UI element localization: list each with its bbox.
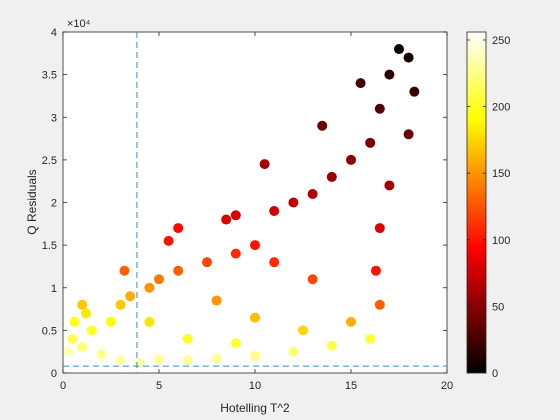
- scatter-point: [154, 354, 164, 365]
- scatter-point: [77, 342, 88, 353]
- y-axis: 0 0.5 1 1.5 2 2.5 3 3.5 4: [42, 27, 447, 380]
- colorbar-tick-label: 250: [492, 35, 510, 47]
- x-tick-label: 5: [156, 380, 162, 392]
- scatter-point: [119, 265, 130, 276]
- scatter-point: [409, 86, 420, 97]
- scatter-point: [259, 159, 270, 170]
- y-tick-label: 1.5: [42, 240, 57, 252]
- colorbar-tick-label: 50: [492, 301, 504, 313]
- scatter-point: [374, 223, 385, 234]
- scatter-point: [67, 333, 78, 344]
- scatter-point: [384, 180, 395, 191]
- scatter-point: [144, 316, 155, 327]
- scatter-point: [374, 103, 385, 114]
- scatter-point: [355, 78, 366, 89]
- scatter-point: [250, 350, 260, 361]
- y-axis-label: Q Residuals: [25, 169, 39, 234]
- y-tick-label: 3: [51, 112, 57, 124]
- x-tick-label: 10: [249, 380, 261, 392]
- scatter-point: [298, 325, 308, 336]
- scatter-point: [288, 346, 299, 357]
- colorbar-ticks: 0 50 100 150 200 250: [467, 35, 510, 380]
- colorbar-tick-label: 200: [492, 102, 510, 114]
- reference-lines: [63, 32, 447, 373]
- scatter-point: [230, 248, 241, 259]
- colorbar-tick-label: 100: [492, 235, 510, 247]
- scatter-point: [211, 295, 222, 306]
- y-tick-label: 4: [51, 27, 57, 39]
- colorbar-tick-label: 0: [492, 368, 498, 380]
- scatter-point: [307, 274, 318, 285]
- scatter-point: [182, 333, 193, 344]
- colorbar-tick-label: 150: [492, 168, 510, 180]
- scatter-point: [288, 197, 299, 208]
- scatter-point: [317, 120, 328, 131]
- scatter-point: [346, 154, 356, 165]
- scatter-point: [182, 355, 193, 366]
- scatter-point: [173, 265, 184, 276]
- scatter-point: [307, 188, 318, 199]
- y-tick-label: 2.5: [42, 155, 57, 167]
- y-tick-label: 0.5: [42, 325, 57, 337]
- scatter-point: [154, 274, 164, 285]
- scatter-point: [365, 333, 376, 344]
- scatter-point: [115, 299, 126, 310]
- scatter-point: [86, 325, 97, 336]
- scatter-point: [144, 282, 155, 293]
- x-tick-label: 20: [441, 380, 453, 392]
- x-axis-label: Hotelling T^2: [220, 401, 290, 415]
- scatter-point: [211, 353, 222, 364]
- y-tick-label: 3.5: [42, 70, 57, 82]
- scatter-point: [125, 291, 136, 302]
- scatter-point: [173, 223, 184, 234]
- x-tick-label: 15: [345, 380, 357, 392]
- scatter-point: [81, 308, 92, 319]
- y-tick-label: 0: [51, 368, 57, 380]
- scatter-point: [250, 240, 260, 251]
- scatter-point: [250, 312, 260, 323]
- scatter-point: [370, 265, 381, 276]
- scatter-point: [403, 129, 414, 140]
- scatter-point: [63, 346, 74, 357]
- scatter-points: [63, 44, 420, 368]
- y-exponent-label: ×10⁴: [67, 18, 91, 30]
- scatter-point: [115, 355, 126, 366]
- scatter-point: [221, 214, 232, 225]
- y-tick-label: 2: [51, 198, 57, 210]
- scatter-point: [163, 235, 174, 246]
- scatter-point: [365, 137, 376, 148]
- scatter-point: [202, 257, 212, 268]
- y-tick-label: 1: [51, 283, 57, 295]
- x-axis: 0 5 10 15 20: [60, 32, 453, 392]
- scatter-point: [230, 338, 241, 349]
- scatter-point: [326, 171, 337, 182]
- scatter-point: [69, 316, 80, 327]
- scatter-point: [346, 316, 356, 327]
- scatter-point: [374, 299, 385, 310]
- scatter-point: [230, 210, 241, 221]
- scatter-point: [269, 257, 280, 268]
- scatter-point: [77, 299, 88, 310]
- scatter-point: [106, 316, 116, 327]
- scatter-point: [269, 206, 280, 217]
- colorbar: [466, 31, 487, 374]
- scatter-point: [384, 69, 395, 80]
- x-tick-label: 0: [60, 380, 66, 392]
- scatter-point: [403, 52, 414, 63]
- scatter-point: [394, 44, 404, 55]
- scatter-point: [96, 349, 107, 360]
- scatter-point: [326, 340, 337, 351]
